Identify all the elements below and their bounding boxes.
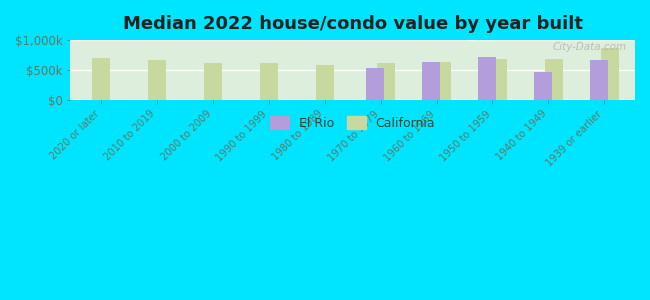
Title: Median 2022 house/condo value by year built: Median 2022 house/condo value by year bu… bbox=[123, 15, 582, 33]
Text: City-Data.com: City-Data.com bbox=[552, 42, 627, 52]
Bar bbox=[316, 65, 333, 100]
Bar bbox=[148, 60, 166, 100]
Bar bbox=[204, 63, 222, 100]
Bar bbox=[489, 59, 507, 100]
Bar bbox=[377, 63, 395, 100]
Legend: El Rio, California: El Rio, California bbox=[265, 111, 440, 135]
Bar bbox=[534, 72, 552, 100]
Bar bbox=[601, 48, 619, 100]
Bar bbox=[92, 58, 110, 100]
Bar bbox=[366, 68, 384, 100]
Bar bbox=[478, 57, 496, 100]
Bar bbox=[545, 59, 563, 100]
Bar bbox=[422, 62, 440, 100]
Bar bbox=[433, 61, 451, 100]
Bar bbox=[260, 63, 278, 100]
Bar bbox=[590, 60, 608, 100]
